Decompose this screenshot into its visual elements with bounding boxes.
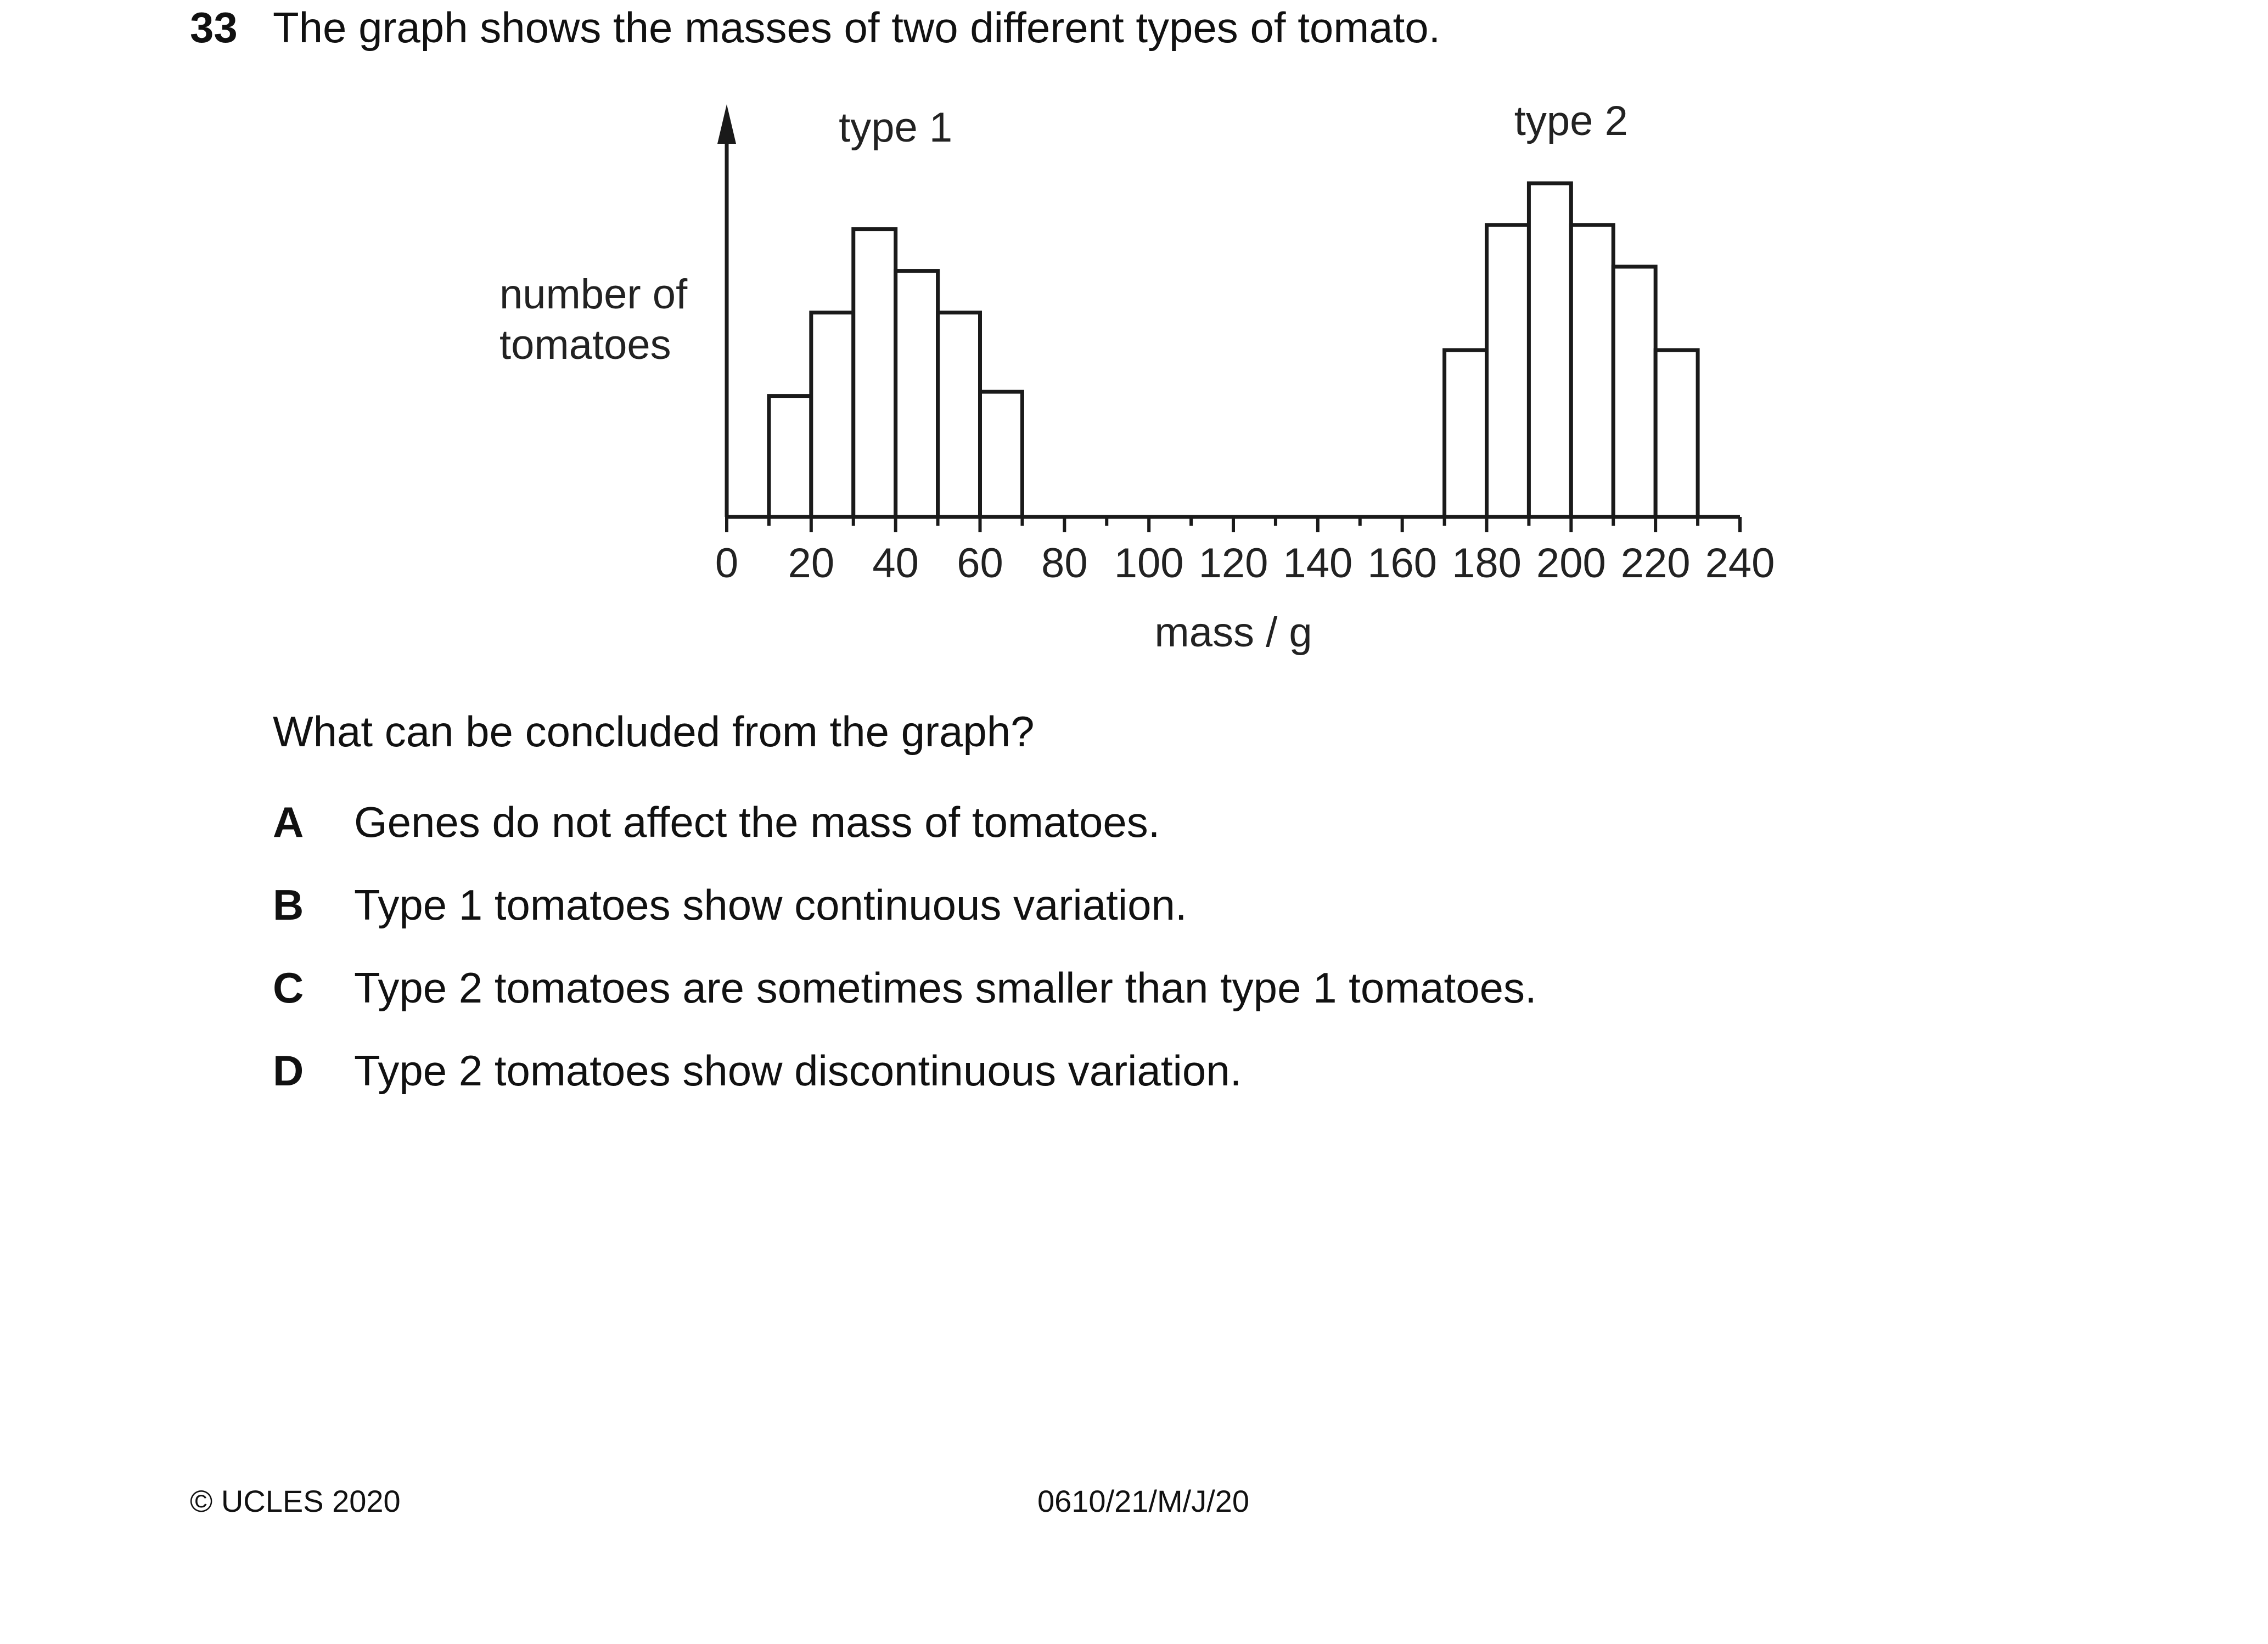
option-d-letter: D xyxy=(273,1046,304,1095)
bar-type1-40-50 xyxy=(894,269,940,519)
option-a-letter: A xyxy=(273,798,304,846)
bar-type2-190-200 xyxy=(1526,181,1573,519)
histogram-bars xyxy=(767,181,1700,519)
bar-type1-60-70 xyxy=(978,390,1024,519)
option-b-letter: B xyxy=(273,881,304,929)
x-tick-label-160: 160 xyxy=(1367,540,1437,587)
series-label-type-1: type 1 xyxy=(839,104,952,151)
footer-paper-code: 0610/21/M/J/20 xyxy=(1037,1484,1250,1518)
question-prompt: What can be concluded from the graph? xyxy=(273,707,1035,756)
x-tick-label-20: 20 xyxy=(788,540,835,587)
option-a-text: Genes do not affect the mass of tomatoes… xyxy=(354,798,1160,846)
histogram-tick-labels: 0 20 40 60 80 100 120 140 160 180 200 220 240 xyxy=(715,540,1775,587)
x-tick-label-140: 140 xyxy=(1283,540,1352,587)
question-number: 33 xyxy=(190,3,238,52)
histogram: 0 20 40 60 80 100 120 140 160 180 200 220 240 type 1… xyxy=(499,98,1775,656)
x-tick-label-60: 60 xyxy=(957,540,1003,587)
bar-type2-180-190 xyxy=(1485,223,1531,519)
bar-type2-210-220 xyxy=(1611,264,1658,519)
footer-copyright: © UCLES 2020 xyxy=(190,1484,401,1518)
option-d-text: Type 2 tomatoes show discontinuous varia… xyxy=(354,1046,1242,1095)
x-tick-label-200: 200 xyxy=(1536,540,1606,587)
x-tick-label-240: 240 xyxy=(1705,540,1775,587)
x-tick-label-120: 120 xyxy=(1199,540,1268,587)
series-label-type-2: type 2 xyxy=(1514,98,1628,144)
bar-type1-10-20 xyxy=(767,394,813,519)
option-b-text: Type 1 tomatoes show continuous variatio… xyxy=(354,881,1187,929)
x-tick-label-80: 80 xyxy=(1041,540,1088,587)
bar-type2-200-210 xyxy=(1569,223,1615,519)
option-c-letter: C xyxy=(273,964,304,1012)
bar-type1-50-60 xyxy=(936,311,983,519)
x-tick-label-40: 40 xyxy=(872,540,919,587)
question-text: The graph shows the masses of two differ… xyxy=(273,3,1441,52)
bar-type2-220-230 xyxy=(1653,348,1700,519)
x-tick-label-0: 0 xyxy=(715,540,738,587)
x-axis-label: mass / g xyxy=(1154,609,1312,656)
histogram-ticks xyxy=(725,517,1742,532)
y-axis-arrow-icon xyxy=(717,104,736,144)
bar-type1-30-40 xyxy=(851,227,898,519)
option-c-text: Type 2 tomatoes are sometimes smaller th… xyxy=(354,964,1537,1012)
bar-type2-170-180 xyxy=(1442,348,1489,519)
y-axis-label-line-1: number of xyxy=(499,271,688,318)
x-tick-label-180: 180 xyxy=(1452,540,1522,587)
y-axis-label-line-2: tomatoes xyxy=(499,322,671,368)
bar-type1-20-30 xyxy=(809,311,856,519)
x-tick-label-220: 220 xyxy=(1621,540,1691,587)
x-tick-label-100: 100 xyxy=(1114,540,1184,587)
